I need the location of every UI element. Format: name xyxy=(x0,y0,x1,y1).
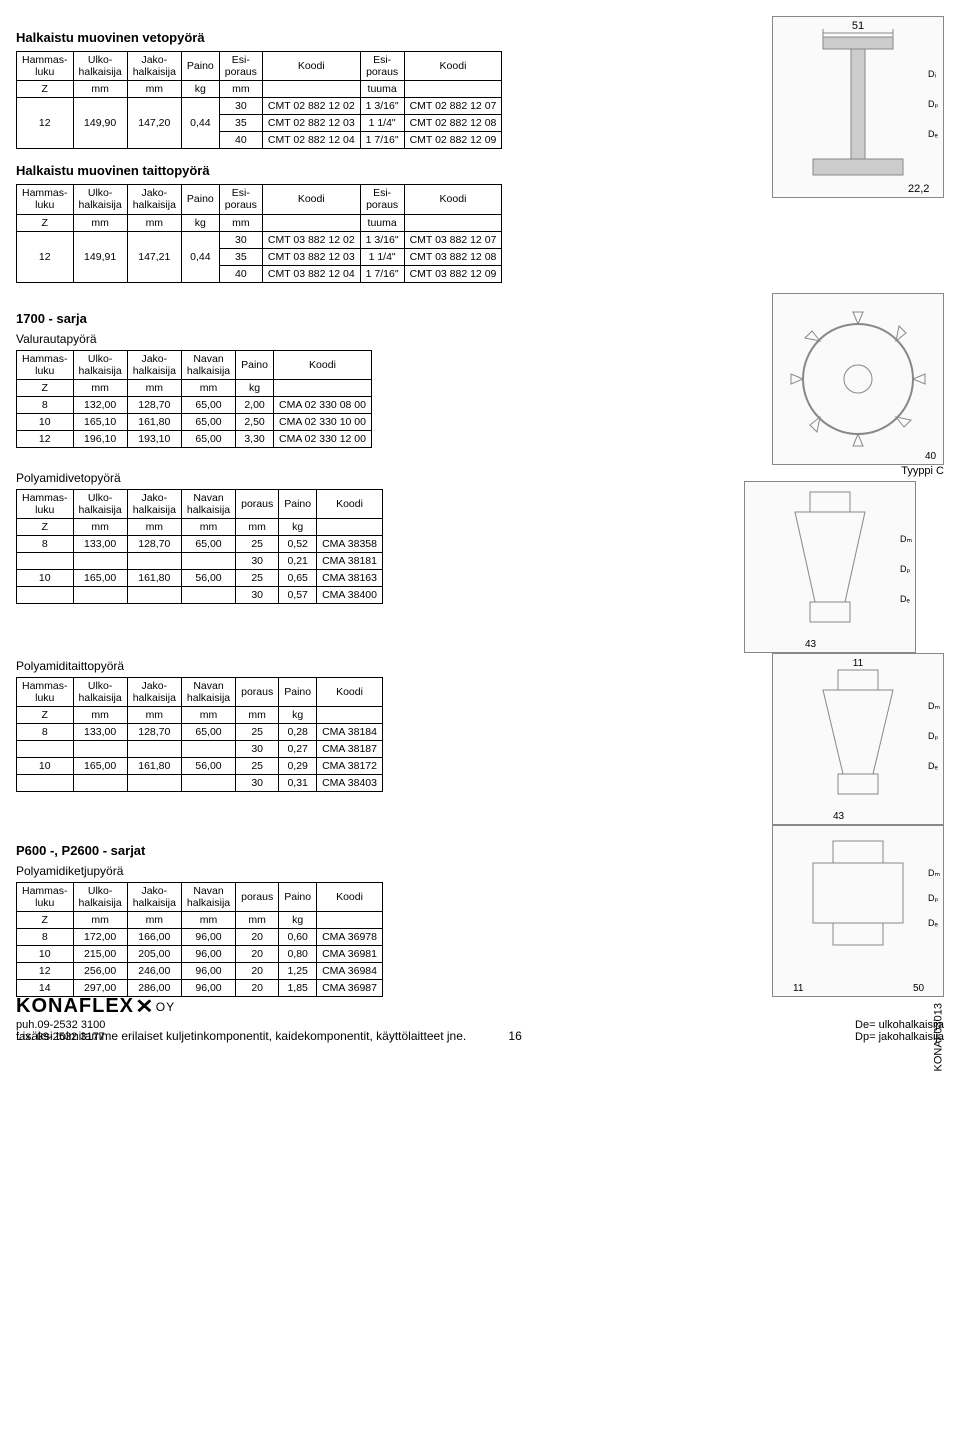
diagram-gear: 40 xyxy=(772,293,944,465)
svg-text:Dₘ: Dₘ xyxy=(928,868,940,878)
svg-text:11: 11 xyxy=(853,658,864,669)
table-polyveto: Hammas-luku Ulko-halkaisija Jako-halkais… xyxy=(16,489,383,604)
svg-text:Dₚ: Dₚ xyxy=(928,893,938,903)
svg-text:43: 43 xyxy=(833,811,845,822)
title-polyveto: Polyamidivetopyörä xyxy=(16,471,728,485)
svg-text:51: 51 xyxy=(852,20,864,32)
table-taitto: Hammas-luku Ulko-halkaisija Jako-halkais… xyxy=(16,184,502,282)
tyyppi-c-label: Tyyppi C xyxy=(744,465,944,477)
diagram-polyveto: Dₘ Dₚ Dₑ 43 xyxy=(744,481,916,653)
svg-text:Dₘ: Dₘ xyxy=(900,534,912,544)
title-1700: 1700 - sarja xyxy=(16,311,756,326)
table-valu: Hammas-luku Ulko-halkaisija Jako-halkais… xyxy=(16,350,372,448)
legend: De= ulkohalkaisija Dp= jakohalkaisija xyxy=(855,1019,944,1043)
svg-text:Dₘ: Dₘ xyxy=(928,701,940,711)
svg-text:Dₚ: Dₚ xyxy=(928,731,938,741)
diagram-polytaitto: 11 Dₘ Dₚ Dₑ 43 xyxy=(772,653,944,825)
svg-text:Dₑ: Dₑ xyxy=(900,594,910,604)
svg-text:Dₑ: Dₑ xyxy=(928,918,938,928)
svg-text:43: 43 xyxy=(805,639,817,650)
title-valu: Valurautapyörä xyxy=(16,332,756,346)
table-veto: Hammas-luku Ulko-halkaisija Jako-halkais… xyxy=(16,51,502,149)
page-number: 16 xyxy=(508,1029,521,1043)
title-taitto: Halkaistu muovinen taittopyörä xyxy=(16,163,756,178)
svg-text:Dₚ: Dₚ xyxy=(928,99,938,109)
title-ketju: Polyamidiketjupyörä xyxy=(16,864,756,878)
svg-text:Dᵢ: Dᵢ xyxy=(928,69,936,79)
svg-text:Dₑ: Dₑ xyxy=(928,761,938,771)
diagram-veto: 51 Dᵢ Dₚ Dₑ 22,2 xyxy=(772,16,944,198)
svg-text:Dₑ: Dₑ xyxy=(928,129,938,139)
title-p600: P600 -, P2600 - sarjat xyxy=(16,843,756,858)
title-polytaitto: Polyamiditaittopyörä xyxy=(16,659,756,673)
svg-text:Dₚ: Dₚ xyxy=(900,564,910,574)
logo-block: KONAFLEX✕OY puh.09-2532 3100 fax. 09-253… xyxy=(16,994,175,1043)
svg-text:40: 40 xyxy=(925,451,937,462)
title-veto: Halkaistu muovinen vetopyörä xyxy=(16,30,756,45)
svg-text:22,2: 22,2 xyxy=(908,183,929,195)
table-polytaitto: Hammas-luku Ulko-halkaisija Jako-halkais… xyxy=(16,677,383,792)
